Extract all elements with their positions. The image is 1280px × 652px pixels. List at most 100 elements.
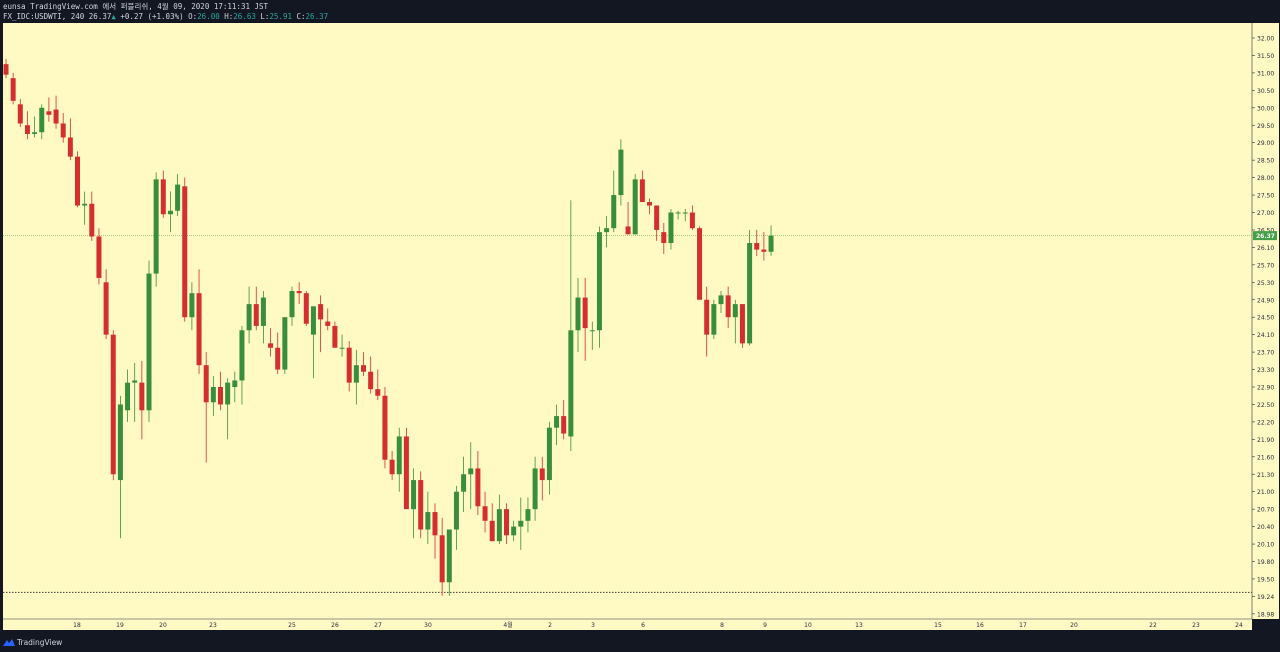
candle <box>661 222 667 254</box>
candle-body <box>511 526 517 536</box>
candle <box>32 116 38 138</box>
candle-body <box>46 111 52 115</box>
candle-body <box>754 243 760 250</box>
candle <box>232 371 238 403</box>
time-tick-label: 16 <box>976 622 984 629</box>
candle-body <box>761 249 767 252</box>
up-arrow-icon: ▲ <box>111 12 116 21</box>
candle-body <box>353 365 359 383</box>
candlestick-chart[interactable]: 32.00 31.50 31.00 30.50 30.00 29.50 29.00 28.50… <box>0 22 1280 632</box>
candle <box>554 404 560 446</box>
candle-body <box>704 299 710 335</box>
candle <box>325 308 331 331</box>
candle <box>189 282 195 331</box>
candle-body <box>196 293 202 366</box>
candle-body <box>175 184 181 211</box>
candle-body <box>282 317 288 370</box>
ohlc-legend: FX_IDC:USDWTI, 240 26.37▲ +0.27 (+1.03%)… <box>3 12 328 22</box>
candle-body <box>525 509 531 521</box>
candle-body <box>482 506 488 521</box>
candle-body <box>568 330 574 437</box>
candle <box>396 427 402 492</box>
candle-body <box>253 304 259 326</box>
high-value: 26.63 <box>233 12 256 21</box>
candle-body <box>318 304 324 320</box>
candle-body <box>96 236 102 278</box>
time-tick-label: 30 <box>424 622 432 629</box>
candle-body <box>382 395 388 460</box>
candle-body <box>53 109 59 124</box>
candle-body <box>289 291 295 318</box>
candle <box>89 191 95 241</box>
candle <box>275 332 281 374</box>
candle <box>96 228 102 285</box>
candle-body <box>575 297 581 331</box>
candle-body <box>418 480 424 530</box>
candle-body <box>153 179 159 274</box>
candle <box>589 321 595 350</box>
candle-body <box>546 427 552 481</box>
candle <box>110 330 116 481</box>
candle-body <box>75 156 80 206</box>
candle <box>461 456 467 513</box>
candle <box>346 341 352 392</box>
candle-body <box>346 347 352 383</box>
price-tick-label: 21.60 <box>1257 454 1274 461</box>
candle <box>582 277 588 361</box>
price-tick-label: 21.00 <box>1257 489 1274 496</box>
time-axis-background <box>3 619 1252 630</box>
candle <box>453 485 459 550</box>
candle-body <box>3 64 9 75</box>
candle <box>239 325 245 405</box>
chart-header: eunsa TradingView.com 에서 퍼블리쉬, 4월 09, 20… <box>0 0 1280 22</box>
candle-body <box>325 321 331 326</box>
candle-body <box>589 330 595 332</box>
candle-body <box>432 512 438 536</box>
candle-body <box>539 468 545 481</box>
time-tick-label: 24 <box>1235 622 1243 629</box>
footer: TradingView <box>0 633 1280 652</box>
candle <box>132 363 138 422</box>
candle <box>310 306 316 379</box>
candle-body <box>446 529 452 583</box>
candle-body <box>604 228 610 233</box>
candle <box>611 170 617 233</box>
price-tick-label: 28.50 <box>1257 158 1274 165</box>
candle <box>525 497 531 533</box>
candle <box>167 191 173 233</box>
candle <box>53 95 59 129</box>
candle <box>575 277 581 353</box>
candle-body <box>117 404 123 481</box>
candle <box>17 99 23 127</box>
price-axis: 32.00 31.50 31.00 30.50 30.00 29.50 29.00 28.50… <box>1252 36 1274 618</box>
candle-body <box>639 179 645 203</box>
candle <box>561 400 567 440</box>
candle-body <box>368 371 374 390</box>
price-tick-label: 22.20 <box>1257 419 1274 426</box>
low-label: L: <box>260 12 270 21</box>
candle-body <box>403 436 409 510</box>
candle <box>747 229 753 346</box>
candle <box>418 471 424 539</box>
candles <box>3 58 774 596</box>
candle <box>139 360 145 440</box>
candle <box>82 191 88 225</box>
candle-body <box>661 232 667 244</box>
candle-body <box>496 509 502 542</box>
candle <box>697 226 703 300</box>
candle <box>296 282 302 305</box>
candle <box>361 352 366 377</box>
candle <box>682 209 688 222</box>
candle <box>225 378 231 440</box>
candle-body <box>475 468 481 507</box>
candle <box>60 113 66 143</box>
candle-body <box>39 107 45 133</box>
time-tick-label: 2 <box>548 622 552 629</box>
candle <box>532 456 538 521</box>
candle-body <box>647 202 652 206</box>
price-tick-label: 24.50 <box>1257 315 1274 322</box>
time-tick-label: 27 <box>374 622 382 629</box>
chart-svg[interactable]: 32.00 31.50 31.00 30.50 30.00 29.50 29.00 28.50… <box>0 22 1280 632</box>
candle-body <box>518 520 524 527</box>
candle <box>339 334 345 357</box>
